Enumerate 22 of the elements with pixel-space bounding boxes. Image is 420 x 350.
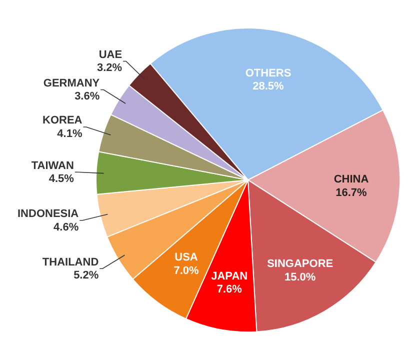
slice-label: GERMANY — [43, 77, 100, 90]
slice-label: KOREA — [42, 114, 82, 127]
slice-label: OTHERS — [245, 67, 292, 80]
data-label: 4.5% — [48, 173, 74, 185]
data-label: 5.2% — [74, 269, 99, 282]
slice-label: CHINA — [334, 174, 369, 186]
data-label: 16.7% — [336, 186, 368, 199]
data-label: 4.6% — [54, 221, 79, 234]
data-label: 15.0% — [284, 271, 316, 284]
data-label: 3.6% — [74, 90, 100, 103]
data-label: 3.2% — [96, 62, 122, 74]
slice-label: UAE — [98, 48, 122, 61]
slice-label: JAPAN — [211, 270, 248, 282]
slice-label: INDONESIA — [17, 208, 79, 220]
slice-label: TAIWAN — [31, 160, 74, 172]
slice-label: SINGAPORE — [267, 258, 334, 270]
data-label: 7.0% — [174, 264, 200, 277]
data-label: 4.1% — [57, 128, 82, 140]
slice-label: THAILAND — [42, 256, 99, 268]
slice-label: USA — [174, 252, 198, 264]
data-label: 7.6% — [216, 284, 242, 296]
data-label: 28.5% — [252, 80, 284, 93]
